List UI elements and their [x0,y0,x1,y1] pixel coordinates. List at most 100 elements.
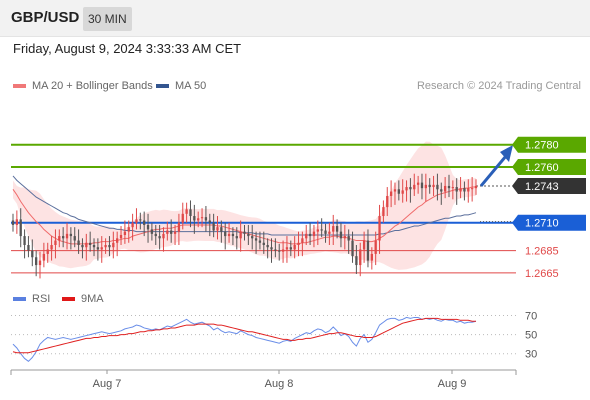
candle-body [420,182,424,189]
candle-body [212,222,215,231]
level-label-1.2685: 1.2685 [525,246,559,258]
candle-body [285,247,289,250]
candle-body [451,187,455,189]
candle-body [424,184,427,189]
candle-body [62,236,65,239]
candle-body [42,253,46,261]
candle-body [162,233,165,239]
level-tag-bg [512,159,586,175]
candle-body [297,242,300,245]
candle-body [231,233,235,237]
candle-body [69,233,73,237]
candle-body [397,189,400,194]
forecast-arrow-icon [500,145,513,162]
candle-body [382,207,385,217]
level-tag-1.2760: 1.2760 [512,159,586,175]
candle-body [177,222,181,232]
credit-label: Research © 2024 Trading Central [416,80,581,92]
candle-body [389,191,393,196]
candle-body [254,238,258,241]
candle-body [374,240,377,254]
level-label-1.2760: 1.2760 [525,162,559,174]
candle-body [216,227,219,231]
candle-body [243,231,246,234]
candle-body [11,220,15,225]
candle-body [50,245,53,250]
rsi-legend-label: RSI [32,293,51,305]
candle-body [316,229,319,232]
candle-body [258,240,262,243]
candle-body [135,219,138,223]
candle-body [351,240,354,257]
candle-body [293,245,296,250]
x-tick-label: Aug 7 [93,378,122,390]
level-tag-bg [512,136,586,153]
candle-body [301,238,304,243]
candle-body [393,189,397,192]
level-label-1.2665: 1.2665 [525,268,559,280]
rsi-swatch-icon [13,297,26,301]
candle-body [173,231,177,234]
candle-body [251,236,254,239]
candle-body [170,230,173,234]
candle-body [467,188,470,192]
candle-body [305,233,308,239]
candle-body [370,253,373,261]
candle-body [447,185,451,189]
candle-body [359,249,362,266]
candle-body [428,184,431,188]
candle-body [409,187,412,190]
level-tag-bg [512,177,586,194]
candle-body [131,222,134,228]
candle-body [143,220,146,225]
candle-body [289,247,292,250]
candle-body [189,209,192,217]
candle-body [150,229,154,234]
candle-body [31,250,34,258]
timeframe-button[interactable]: 30 MIN [83,7,132,31]
ma20-legend-label: MA 20 + Bollinger Bands [32,80,153,92]
candle-body [23,236,26,245]
candle-body [281,249,285,252]
candle-body [119,234,123,239]
candle-body [224,231,227,237]
candle-body [235,236,238,239]
candle-body [104,245,107,248]
level-tag-1.2710: 1.2710 [512,214,586,231]
9ma-swatch-icon [62,297,75,301]
level-tag-bg [512,214,586,231]
candle-body [355,256,358,266]
candle-body [73,236,76,241]
candle-body [38,260,42,266]
candle-body [401,190,404,194]
candle-body [58,236,61,241]
candle-body [270,247,273,250]
ma50-legend-label: MA 50 [175,80,207,92]
candle-body [443,185,447,192]
legend-ma50: MA 50 [156,80,206,92]
candle-body [320,229,323,231]
rsi-tick-50: 50 [525,330,537,342]
candle-body [19,219,22,237]
candle-body [324,230,327,234]
candle-body [378,216,381,241]
candle-body [220,227,223,232]
level-label-1.2710: 1.2710 [525,218,559,230]
candle-body [386,195,389,208]
candle-body [146,224,150,230]
candle-body [208,220,211,223]
candle-body [274,249,277,251]
candle-body [416,182,420,185]
candle-body [343,236,346,239]
candle-body [166,230,169,234]
candle-body [123,231,127,235]
datetime-label: Friday, August 9, 2024 3:33:33 AM CET [13,41,242,56]
candle-body [335,226,339,232]
rsi-tick-30: 30 [525,349,537,361]
candle-body [266,245,269,248]
candle-body [470,188,474,190]
candle-body [127,227,130,232]
candle-body [440,189,443,192]
candle-body [405,187,408,191]
